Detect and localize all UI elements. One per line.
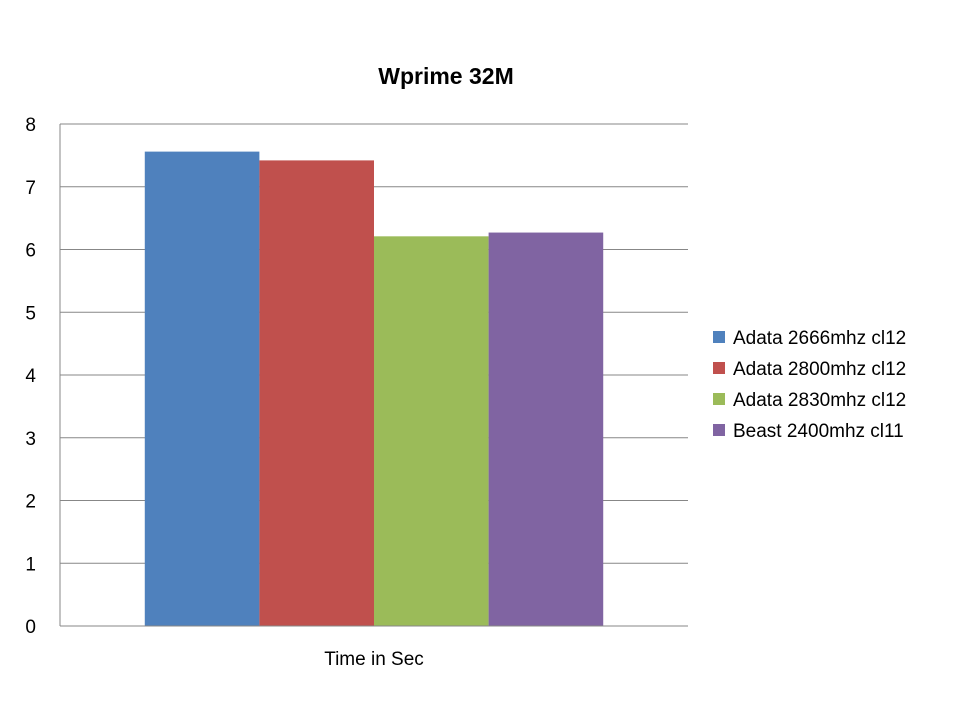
y-tick-label: 7	[25, 178, 36, 199]
x-category-label: Time in Sec	[324, 649, 424, 670]
legend-swatch	[713, 393, 725, 405]
legend: Adata 2666mhz cl12 Adata 2800mhz cl12 Adat…	[713, 328, 906, 442]
y-tick-label: 6	[25, 241, 36, 262]
y-tick-label: 5	[25, 303, 36, 324]
y-tick-label: 4	[25, 366, 36, 387]
legend-swatch	[713, 331, 725, 343]
legend-label: Adata 2800mhz cl12	[733, 359, 906, 380]
legend-label: Adata 2666mhz cl12	[733, 328, 906, 349]
legend-label: Adata 2830mhz cl12	[733, 390, 906, 411]
bar	[144, 151, 260, 627]
legend-label: Beast 2400mhz cl11	[733, 421, 904, 442]
legend-swatch	[713, 424, 725, 436]
x-axis: Time in Sec	[59, 124, 688, 670]
y-tick-label: 3	[25, 429, 36, 450]
bar	[259, 160, 374, 626]
legend-swatch	[713, 362, 725, 374]
bars	[144, 151, 604, 627]
y-tick-label: 2	[25, 492, 36, 513]
bar	[374, 236, 489, 626]
y-tick-label: 0	[25, 617, 36, 638]
y-axis-ticks: 0 1 2 3 4 5 6 7 8	[25, 115, 36, 638]
y-tick-label: 8	[25, 115, 36, 136]
bar	[488, 232, 604, 626]
y-tick-label: 1	[25, 554, 36, 575]
chart-title: Wprime 32M	[378, 63, 513, 89]
